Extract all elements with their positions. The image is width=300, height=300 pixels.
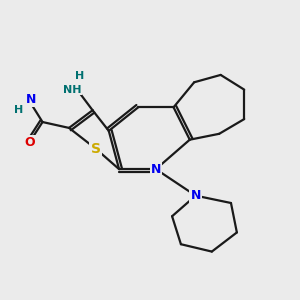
Text: N: N: [190, 189, 201, 202]
Text: H: H: [75, 71, 84, 81]
Text: N: N: [151, 163, 161, 176]
Text: O: O: [24, 136, 34, 149]
Text: S: S: [91, 142, 100, 155]
Text: NH: NH: [63, 85, 81, 94]
Text: N: N: [26, 93, 36, 106]
Text: H: H: [14, 105, 24, 115]
